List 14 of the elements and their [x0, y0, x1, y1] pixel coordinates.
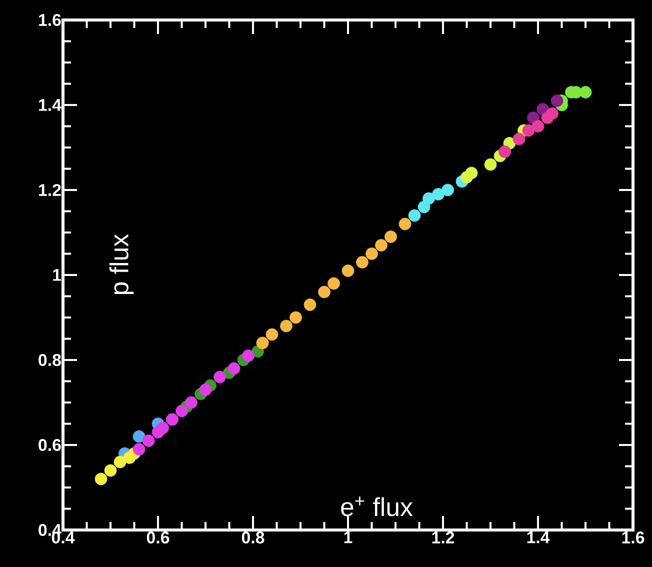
y-tick-label: 0.6	[38, 438, 61, 451]
y-axis-title: p flux	[109, 234, 134, 294]
x-tick-label: 1.4	[527, 532, 550, 544]
x-tick-label: 0.6	[146, 532, 170, 544]
x-tick-label: 0.8	[242, 532, 264, 544]
y-tick-label: 1	[53, 269, 62, 281]
y-tick-label: 1.6	[39, 14, 61, 26]
y-tick-label: 1.2	[39, 184, 61, 196]
x-axis-title: e$^{+}$ flux	[341, 496, 413, 516]
x-tick-label: 1.6	[622, 532, 644, 544]
y-tick-label: 0.8	[38, 354, 61, 366]
y-tick-label: 1.4	[39, 99, 62, 111]
x-tick-label: 1	[344, 532, 352, 544]
x-tick-label: 1.2	[432, 532, 454, 544]
